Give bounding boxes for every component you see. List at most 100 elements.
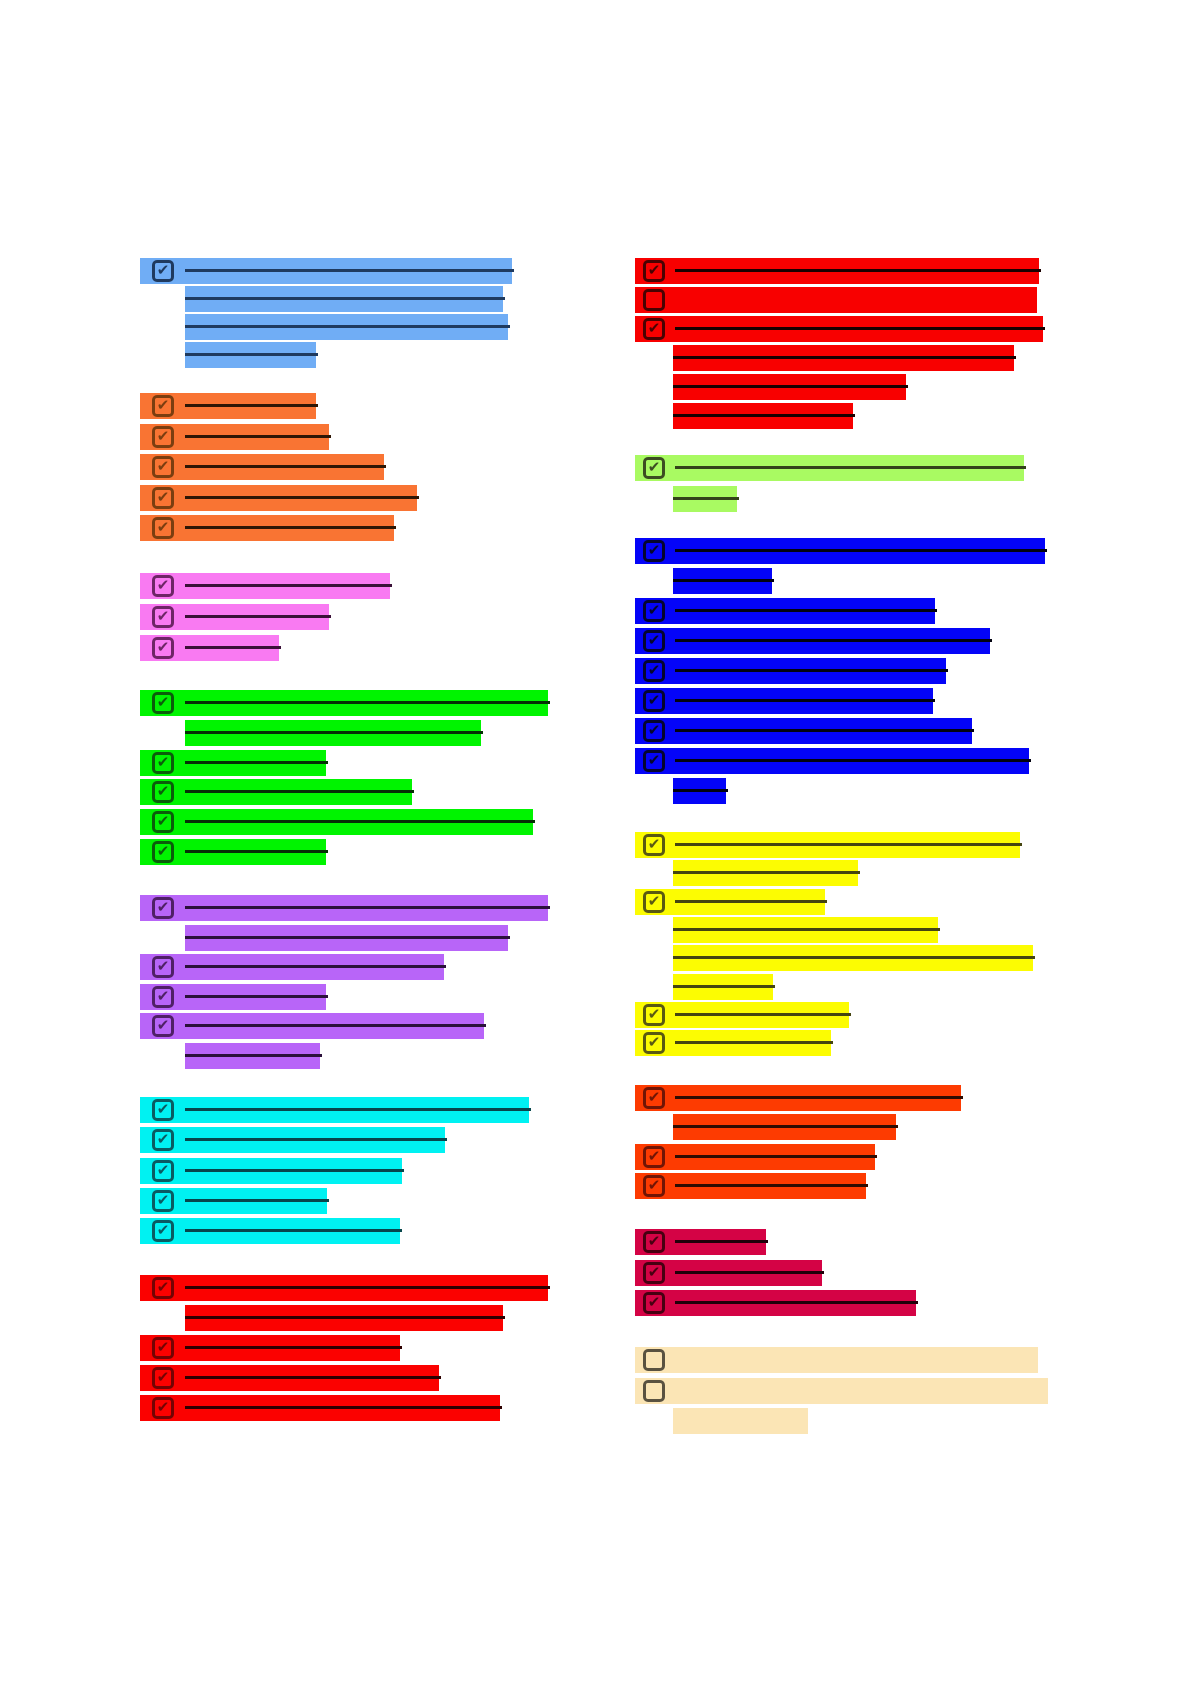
checklist-item-bar: ✔ [140, 1218, 402, 1244]
strikethrough-line [673, 956, 1035, 959]
checkbox-checked[interactable]: ✔ [152, 637, 174, 659]
checklist-item-bar: ✔ [140, 604, 331, 630]
checkmark-icon: ✔ [156, 456, 170, 475]
checkbox-checked[interactable]: ✔ [152, 1099, 174, 1121]
strikethrough-line [185, 1286, 550, 1289]
checklist-item-bar: ✔ [140, 454, 386, 480]
checklist-item-bar: ✔ [635, 1290, 918, 1316]
checkbox-unchecked[interactable] [643, 289, 665, 311]
checklist-item-bar: ✔ [140, 1365, 441, 1391]
strikethrough-line [185, 404, 318, 407]
strikethrough-line [673, 579, 774, 582]
checklist-item-bar: ✔ [635, 748, 1031, 774]
checkmark-icon: ✔ [647, 1175, 661, 1194]
checklist-item-bar: ✔ [635, 538, 1047, 564]
checkbox-checked[interactable]: ✔ [643, 750, 665, 772]
checkbox-checked[interactable]: ✔ [643, 1004, 665, 1026]
strikethrough-line [673, 414, 855, 417]
strikethrough-line [675, 1271, 824, 1274]
wrapped-highlight-line [185, 314, 510, 340]
checkmark-icon: ✔ [156, 395, 170, 414]
checkmark-icon: ✔ [647, 1087, 661, 1106]
wrapped-highlight-line [185, 720, 483, 746]
checkbox-checked[interactable]: ✔ [643, 1087, 665, 1109]
checkmark-icon: ✔ [156, 487, 170, 506]
checkbox-checked[interactable]: ✔ [152, 752, 174, 774]
strikethrough-line [675, 843, 1022, 846]
checkbox-checked[interactable]: ✔ [152, 487, 174, 509]
checkbox-checked[interactable]: ✔ [643, 1231, 665, 1253]
checkbox-checked[interactable]: ✔ [152, 692, 174, 714]
checkbox-checked[interactable]: ✔ [152, 897, 174, 919]
checkbox-checked[interactable]: ✔ [152, 395, 174, 417]
checkbox-checked[interactable]: ✔ [152, 1190, 174, 1212]
strikethrough-line [185, 1346, 402, 1349]
checkbox-checked[interactable]: ✔ [643, 720, 665, 742]
wrapped-highlight-line [673, 486, 739, 512]
checkbox-checked[interactable]: ✔ [643, 891, 665, 913]
checkbox-checked[interactable]: ✔ [643, 630, 665, 652]
checkbox-checked[interactable]: ✔ [152, 1337, 174, 1359]
checkbox-checked[interactable]: ✔ [152, 841, 174, 863]
checklist-item-bar: ✔ [635, 658, 948, 684]
checkbox-checked[interactable]: ✔ [152, 456, 174, 478]
checkbox-checked[interactable]: ✔ [152, 426, 174, 448]
strikethrough-line [185, 995, 328, 998]
checkbox-checked[interactable]: ✔ [152, 260, 174, 282]
checkmark-icon: ✔ [156, 956, 170, 975]
checklist-item-bar: ✔ [635, 1260, 824, 1286]
checkbox-checked[interactable]: ✔ [152, 1129, 174, 1151]
wrapped-highlight-line [185, 342, 318, 368]
checkbox-checked[interactable]: ✔ [152, 517, 174, 539]
checkbox-checked[interactable]: ✔ [152, 575, 174, 597]
checklist-item-bar: ✔ [140, 485, 419, 511]
checkbox-checked[interactable]: ✔ [643, 1175, 665, 1197]
checklist-item-bar: ✔ [140, 1127, 447, 1153]
checkbox-checked[interactable]: ✔ [643, 540, 665, 562]
checklist-item-bar: ✔ [635, 258, 1041, 284]
checkbox-checked[interactable]: ✔ [643, 1146, 665, 1168]
checkbox-checked[interactable]: ✔ [152, 606, 174, 628]
strikethrough-line [185, 1108, 531, 1111]
checklist-item-bar: ✔ [140, 750, 328, 776]
strikethrough-line [185, 1199, 329, 1202]
checkbox-checked[interactable]: ✔ [643, 690, 665, 712]
checkbox-checked[interactable]: ✔ [152, 1220, 174, 1242]
checkbox-unchecked[interactable] [643, 1380, 665, 1402]
checkbox-checked[interactable]: ✔ [152, 956, 174, 978]
checkmark-icon: ✔ [156, 1337, 170, 1356]
checkbox-checked[interactable]: ✔ [643, 457, 665, 479]
strikethrough-line [185, 761, 328, 764]
wrapped-highlight-line [673, 403, 855, 429]
checkbox-checked[interactable]: ✔ [643, 600, 665, 622]
checkmark-icon: ✔ [647, 690, 661, 709]
strikethrough-line [675, 1240, 768, 1243]
checkbox-checked[interactable]: ✔ [643, 1032, 665, 1054]
checkbox-checked[interactable]: ✔ [152, 781, 174, 803]
checkbox-checked[interactable]: ✔ [152, 1160, 174, 1182]
checkbox-checked[interactable]: ✔ [152, 1015, 174, 1037]
checkbox-checked[interactable]: ✔ [152, 1397, 174, 1419]
checkbox-checked[interactable]: ✔ [643, 1262, 665, 1284]
checkbox-checked[interactable]: ✔ [643, 1292, 665, 1314]
checklist-item-bar: ✔ [140, 839, 328, 865]
strikethrough-line [185, 936, 510, 939]
checkbox-checked[interactable]: ✔ [152, 1277, 174, 1299]
strikethrough-line [675, 327, 1045, 330]
checkmark-icon: ✔ [156, 841, 170, 860]
checkbox-checked[interactable]: ✔ [643, 260, 665, 282]
checkmark-icon: ✔ [647, 600, 661, 619]
checkbox-checked[interactable]: ✔ [152, 811, 174, 833]
checkmark-icon: ✔ [156, 1015, 170, 1034]
checkmark-icon: ✔ [156, 1129, 170, 1148]
checkbox-checked[interactable]: ✔ [643, 318, 665, 340]
checklist-item-bar: ✔ [635, 628, 992, 654]
checkbox-checked[interactable]: ✔ [643, 660, 665, 682]
checklist-item-bar: ✔ [635, 598, 937, 624]
strikethrough-line [185, 820, 535, 823]
checkbox-checked[interactable]: ✔ [152, 986, 174, 1008]
checkbox-checked[interactable]: ✔ [643, 834, 665, 856]
strikethrough-line [675, 609, 937, 612]
checkbox-unchecked[interactable] [643, 1349, 665, 1371]
checkbox-checked[interactable]: ✔ [152, 1367, 174, 1389]
